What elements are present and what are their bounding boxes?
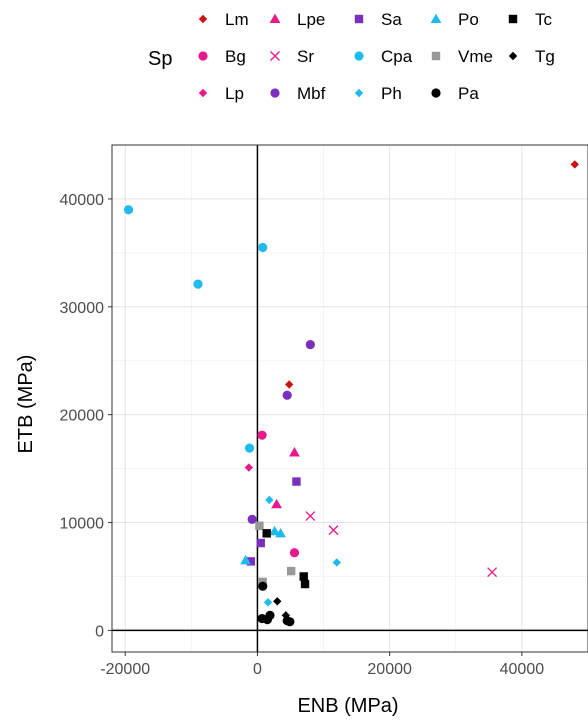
legend-label-lp: Lp xyxy=(225,84,244,103)
legend-key-tg xyxy=(508,51,518,61)
data-point-lp xyxy=(244,463,254,472)
legend-key-lp xyxy=(198,88,208,98)
data-point-lm xyxy=(570,160,579,169)
legend-key-pa xyxy=(431,88,441,98)
legend-key-po xyxy=(430,13,442,24)
data-point-cpa xyxy=(193,279,203,289)
plot-border xyxy=(111,144,588,653)
data-point-tg xyxy=(281,611,291,620)
legend-label-sa: Sa xyxy=(381,10,402,29)
legend-title: Sp xyxy=(148,48,172,70)
y-tick-label: 30000 xyxy=(60,300,105,317)
y-axis-label: ETB (MPa) xyxy=(15,355,37,454)
data-point-po xyxy=(275,527,286,538)
legend-key-bg xyxy=(198,51,208,61)
legend-label-ph: Ph xyxy=(381,84,402,103)
data-points xyxy=(123,160,579,627)
legend-label-lm: Lm xyxy=(225,10,249,29)
legend-key-tc xyxy=(508,14,518,24)
data-point-bg xyxy=(257,430,267,440)
y-tick-label: 10000 xyxy=(60,516,105,533)
legend-label-po: Po xyxy=(458,10,479,29)
legend-key-cpa xyxy=(354,51,364,61)
data-point-sa xyxy=(292,477,301,486)
data-point-pa xyxy=(285,617,295,627)
data-point-mbf xyxy=(282,390,292,400)
legend-key-sr xyxy=(270,51,280,61)
legend-label-cpa: Cpa xyxy=(381,47,413,66)
data-point-tc xyxy=(300,579,310,589)
axes: -20000 0 20000 40000 0 10000 20000 30000 40000 xyxy=(60,192,545,678)
legend-key-ph xyxy=(354,88,364,98)
data-point-po xyxy=(269,525,281,536)
data-point-cpa xyxy=(123,205,134,215)
legend-label-tc: Tc xyxy=(535,10,553,29)
y-tick-label: 0 xyxy=(95,623,104,640)
data-point-lpe xyxy=(289,447,300,457)
data-point-ph xyxy=(332,558,341,567)
data-point-cpa xyxy=(258,242,268,253)
data-point-cpa xyxy=(244,443,255,453)
legend: Sp Lm Bg Lp Lpe Sr Mbf Sa Cpa Ph Po Vme Pa Tc Tg xyxy=(148,10,555,103)
legend-label-vme: Vme xyxy=(458,47,493,66)
data-point-sr xyxy=(487,567,498,578)
data-point-vme xyxy=(286,566,296,576)
reference-lines xyxy=(112,145,588,652)
data-point-mbf xyxy=(247,514,257,524)
data-point-vme xyxy=(255,521,264,530)
plot-panel xyxy=(112,145,588,652)
data-point-po xyxy=(240,554,251,565)
legend-label-lpe: Lpe xyxy=(297,10,325,29)
legend-label-mbf: Mbf xyxy=(297,84,326,103)
x-axis-label: ENB (MPa) xyxy=(297,695,398,717)
data-point-bg xyxy=(289,548,300,558)
data-point-sr xyxy=(328,525,339,536)
data-point-mbf xyxy=(305,339,315,350)
data-point-ph xyxy=(265,495,274,505)
legend-label-sr: Sr xyxy=(297,47,314,66)
legend-key-vme xyxy=(431,51,441,61)
data-point-lm xyxy=(284,380,294,389)
legend-key-mbf xyxy=(270,88,280,98)
legend-label-pa: Pa xyxy=(458,84,479,103)
data-point-tg xyxy=(273,597,282,606)
legend-key-lpe xyxy=(269,13,281,24)
data-point-sr xyxy=(305,511,316,522)
legend-label-bg: Bg xyxy=(225,47,246,66)
x-tick-label: 0 xyxy=(253,661,262,678)
data-point-tc xyxy=(262,529,271,538)
legend-key-lm xyxy=(198,14,208,24)
x-tick-label: 40000 xyxy=(500,661,545,678)
y-tick-label: 20000 xyxy=(60,408,105,425)
y-tick-label: 40000 xyxy=(60,192,105,209)
data-point-pa xyxy=(265,610,275,620)
data-point-sa xyxy=(256,538,265,548)
legend-key-sa xyxy=(354,14,364,24)
data-point-tc xyxy=(299,572,308,581)
legend-label-tg: Tg xyxy=(535,47,555,66)
x-tick-label: -20000 xyxy=(100,661,150,678)
data-point-ph xyxy=(263,598,273,607)
data-point-sa xyxy=(246,557,256,566)
x-tick-label: 20000 xyxy=(367,661,412,678)
data-point-lpe xyxy=(271,498,283,509)
data-point-pa xyxy=(258,581,268,591)
